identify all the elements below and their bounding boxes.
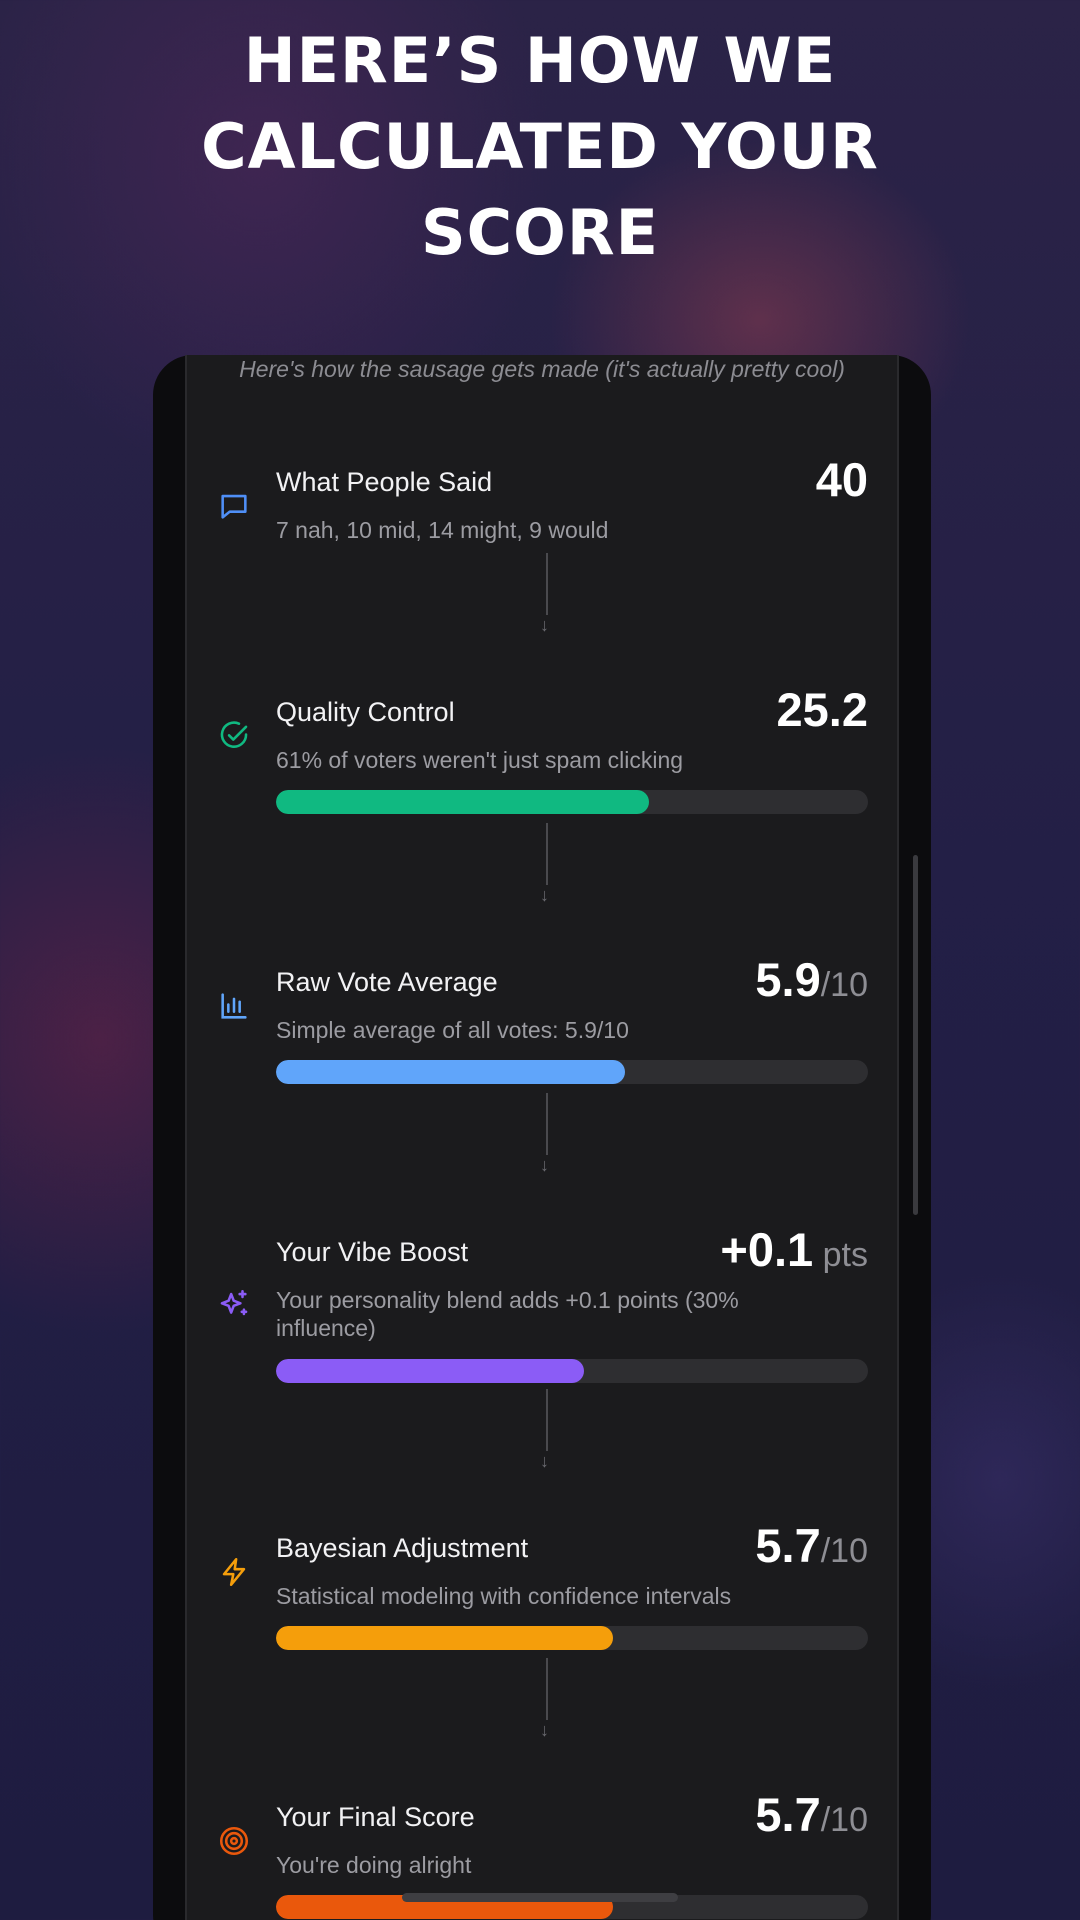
connector-line [546, 823, 548, 885]
step-connector: ↓ [540, 1658, 554, 1748]
step-description: Statistical modeling with confidence int… [276, 1583, 732, 1609]
progress-bar [276, 1626, 868, 1650]
step-value-number: 5.9 [755, 953, 821, 1006]
connector-line [546, 1658, 548, 1720]
step-value-unit: /10 [820, 1801, 868, 1839]
step-value: 40 [816, 453, 868, 507]
step-label: What People Said [276, 467, 493, 497]
scrollbar[interactable] [913, 855, 918, 1215]
progress-bar [276, 1359, 868, 1383]
connector-line [546, 553, 548, 615]
step-value: 5.9/10 [755, 953, 868, 1012]
step-value-unit: pts [813, 1236, 868, 1274]
arrow-down-icon: ↓ [540, 1720, 549, 1740]
check-circle-icon [217, 719, 251, 753]
step-value: +0.1 pts [720, 1223, 868, 1282]
step-quality-control: Quality Control 25.2 61% of voters weren… [187, 683, 901, 825]
title-line-2: CALCULATED YOUR [201, 110, 879, 183]
progress-bar [276, 790, 868, 814]
progress-fill [276, 1626, 614, 1650]
step-label: Raw Vote Average [276, 967, 498, 997]
connector-line [546, 1389, 548, 1451]
step-label: Quality Control [276, 697, 455, 727]
step-description: 7 nah, 10 mid, 14 might, 9 would [276, 517, 609, 543]
sparkles-icon [217, 1287, 251, 1321]
step-connector: ↓ [540, 553, 554, 643]
target-icon [217, 1824, 251, 1858]
step-bayesian-adjustment: Bayesian Adjustment 5.7/10 Statistical m… [187, 1519, 901, 1661]
arrow-down-icon: ↓ [540, 1155, 549, 1175]
lightning-icon [217, 1555, 251, 1589]
connector-line [546, 1093, 548, 1155]
step-label: Your Final Score [276, 1802, 475, 1832]
step-label: Your Vibe Boost [276, 1237, 469, 1267]
message-icon [217, 489, 251, 523]
step-description: Simple average of all votes: 5.9/10 [276, 1017, 629, 1043]
card-subtitle: Here's how the sausage gets made (it's a… [239, 356, 845, 382]
step-what-people-said: What People Said 40 7 nah, 10 mid, 14 mi… [187, 453, 901, 595]
step-connector: ↓ [540, 823, 554, 913]
step-vibe-boost: Your Vibe Boost +0.1 pts Your personalit… [187, 1223, 901, 1383]
step-value: 5.7/10 [755, 1519, 868, 1578]
progress-fill [276, 1359, 584, 1383]
page-title: HERE’S HOW WE CALCULATED YOUR SCORE [0, 18, 1080, 276]
step-connector: ↓ [540, 1093, 554, 1183]
step-value-unit: /10 [820, 1532, 868, 1570]
step-value-number: 40 [815, 453, 868, 506]
step-value: 25.2 [777, 683, 868, 737]
step-value-number: 5.7 [755, 1788, 821, 1841]
step-description: 61% of voters weren't just spam clicking [276, 747, 684, 773]
title-line-3: SCORE [421, 196, 659, 269]
arrow-down-icon: ↓ [540, 1451, 549, 1471]
arrow-down-icon: ↓ [540, 885, 549, 905]
step-value: 5.7/10 [755, 1788, 868, 1847]
step-value-number: 5.7 [755, 1519, 821, 1572]
step-value-number: 25.2 [776, 683, 868, 736]
arrow-down-icon: ↓ [540, 615, 549, 635]
step-final-score: Your Final Score 5.7/10 You're doing alr… [187, 1788, 901, 1920]
bar-chart-icon [217, 989, 251, 1023]
step-description: Your personality blend adds +0.1 points … [276, 1287, 739, 1341]
step-raw-vote-average: Raw Vote Average 5.9/10 Simple average o… [187, 953, 901, 1095]
step-value-number: +0.1 [720, 1223, 814, 1276]
progress-fill [276, 1060, 626, 1084]
home-indicator[interactable] [402, 1893, 678, 1902]
step-value-unit: /10 [820, 966, 868, 1004]
score-breakdown-card[interactable]: Here's how the sausage gets made (it's a… [185, 355, 899, 1920]
progress-fill [276, 790, 649, 814]
step-connector: ↓ [540, 1389, 554, 1479]
progress-bar [276, 1060, 868, 1084]
step-description: You're doing alright [276, 1852, 472, 1878]
title-line-1: HERE’S HOW WE [243, 24, 837, 97]
step-label: Bayesian Adjustment [276, 1533, 529, 1563]
